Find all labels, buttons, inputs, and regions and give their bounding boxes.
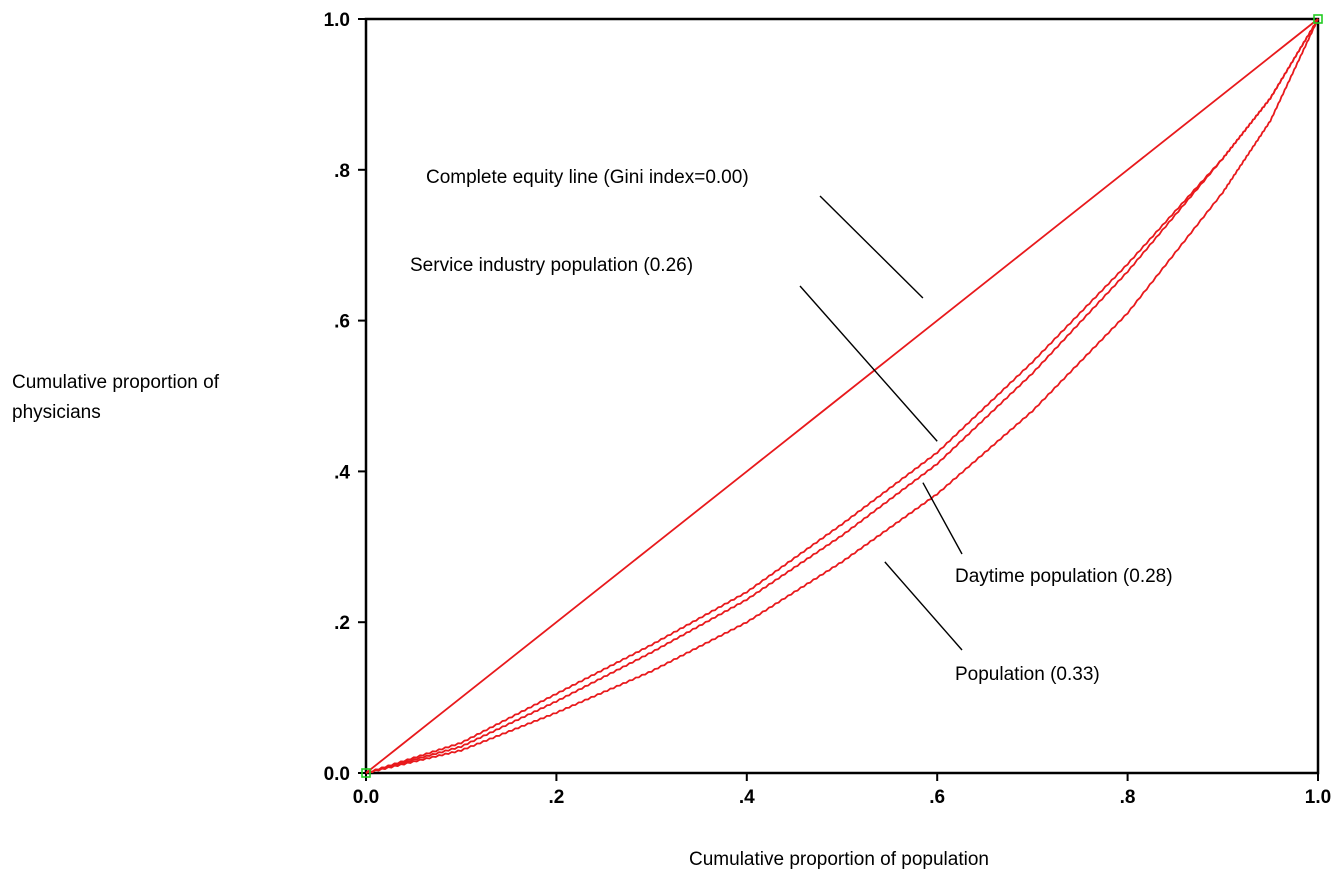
annotation-leader-line <box>799 285 938 442</box>
x-tick-label: .2 <box>548 787 564 808</box>
y-tick-label: .2 <box>334 613 350 634</box>
x-tick-label: .8 <box>1120 787 1136 808</box>
annotation-label: Population (0.33) <box>955 664 1100 685</box>
y-axis-title-line: Cumulative proportion of <box>12 372 220 393</box>
annotation-leader-line <box>819 195 924 299</box>
x-tick-label: .6 <box>929 787 945 808</box>
y-tick-label: 0.0 <box>324 764 350 785</box>
y-tick-label: .8 <box>334 161 350 182</box>
x-tick-label: .4 <box>739 787 755 808</box>
plot-frame <box>364 17 1320 775</box>
annotation-label: Daytime population (0.28) <box>955 566 1173 587</box>
y-tick-label: .6 <box>334 312 350 333</box>
y-axis-title-line: physicians <box>12 402 101 423</box>
axes-layer: 0.0 .2 .4 .6 .8 1.0 0.0 .2 .4 .6 .8 1.0 <box>324 10 1332 808</box>
endpoint-marker <box>361 768 371 778</box>
y-tick-label: 1.0 <box>324 10 350 31</box>
annotation-leader-line <box>922 482 963 555</box>
series-line-3 <box>365 18 1319 774</box>
series-layer <box>361 14 1323 778</box>
y-axis-title: Cumulative proportion of physicians <box>12 372 220 423</box>
annotation-label: Complete equity line (Gini index=0.00) <box>426 167 749 188</box>
x-axis-title: Cumulative proportion of population <box>689 849 989 870</box>
annotation-layer: Complete equity line (Gini index=0.00) Se… <box>410 167 1173 685</box>
y-tick-label: .4 <box>334 462 350 483</box>
x-tick-label: 0.0 <box>353 787 379 808</box>
annotation-leader-line <box>884 561 963 651</box>
annotation-label: Service industry population (0.26) <box>410 255 693 276</box>
series-line-2 <box>365 18 1319 774</box>
series-line-0 <box>365 18 1319 774</box>
x-tick-label: 1.0 <box>1305 787 1331 808</box>
endpoint-marker <box>1313 14 1323 24</box>
